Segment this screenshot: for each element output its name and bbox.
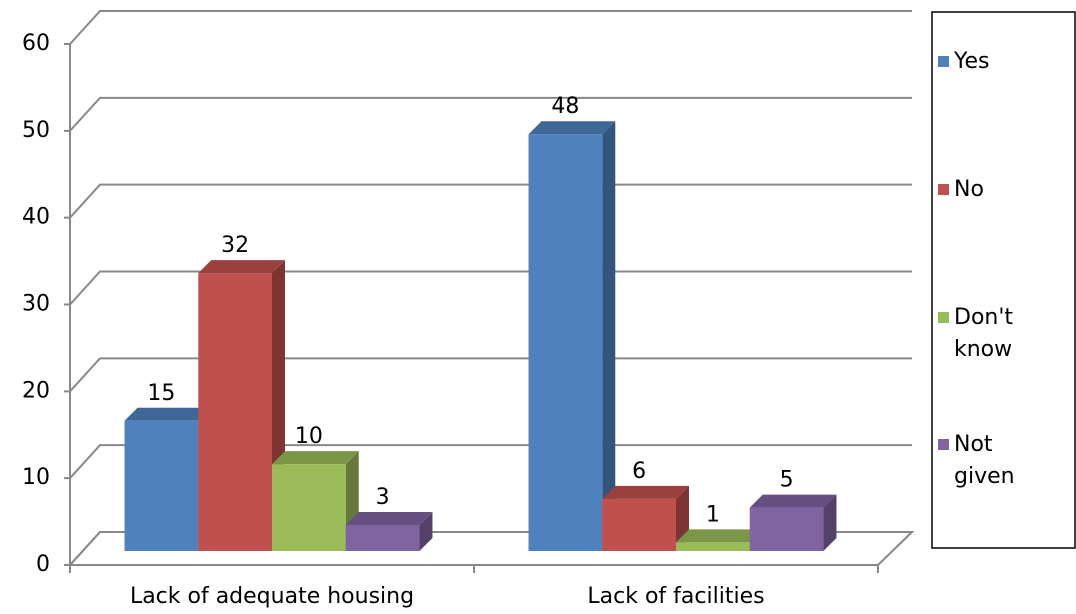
grid-line	[64, 531, 912, 566]
grid-line	[64, 183, 912, 219]
bar-front	[124, 420, 199, 551]
bar-front	[749, 507, 824, 551]
bar-top	[198, 260, 285, 274]
bar-front	[528, 134, 603, 551]
bar-front	[345, 524, 420, 551]
bar-top	[676, 529, 763, 543]
y-tick-label: 50	[22, 118, 50, 143]
bar-front	[272, 464, 346, 551]
y-tick-label: 30	[22, 292, 50, 317]
bar-side	[419, 511, 433, 551]
x-tick-label: Lack of facilities	[587, 584, 764, 609]
bar-top	[345, 511, 433, 525]
grid-line	[64, 10, 912, 45]
data-label: 15	[147, 381, 175, 406]
grid-line	[64, 444, 912, 480]
bar-top	[602, 485, 689, 499]
legend-box	[931, 11, 1076, 549]
bar	[676, 529, 763, 551]
bar-front	[198, 273, 272, 551]
bar	[124, 407, 212, 551]
grid-line	[64, 270, 912, 306]
legend-swatch	[938, 312, 949, 323]
y-tick-label: 40	[22, 205, 50, 230]
bar-side	[602, 121, 616, 551]
data-label: 10	[295, 424, 323, 449]
bar	[198, 260, 285, 551]
bar-top	[528, 121, 616, 135]
bar	[602, 485, 689, 551]
bar-top	[272, 451, 359, 465]
data-label: 32	[221, 233, 249, 258]
bar-top	[124, 407, 212, 421]
legend-swatch	[938, 56, 949, 67]
legend-label: Don't know	[954, 305, 1013, 362]
bar	[345, 511, 433, 551]
legend-swatch	[938, 439, 949, 450]
data-label: 1	[706, 502, 720, 527]
legend-label: Not given	[954, 432, 1015, 489]
data-label: 3	[376, 485, 390, 510]
grid-line	[64, 357, 912, 393]
bar	[272, 451, 359, 551]
bar	[749, 494, 837, 551]
bar-front	[602, 498, 676, 551]
legend-label: No	[954, 177, 984, 202]
data-label: 6	[632, 459, 646, 484]
bar-front	[676, 542, 750, 551]
y-tick-label: 20	[22, 378, 50, 403]
legend-label: Yes	[953, 49, 990, 74]
bar	[528, 121, 616, 551]
bar-side	[823, 494, 837, 551]
x-tick-label: Lack of adequate housing	[130, 584, 414, 609]
y-tick-label: 0	[36, 552, 50, 577]
data-label: 5	[780, 468, 794, 493]
y-tick-label: 10	[22, 465, 50, 490]
bar-top	[749, 494, 837, 508]
grid-line	[64, 96, 912, 132]
data-label: 48	[551, 94, 579, 119]
y-tick-label: 60	[22, 31, 50, 56]
legend-swatch	[938, 184, 949, 195]
